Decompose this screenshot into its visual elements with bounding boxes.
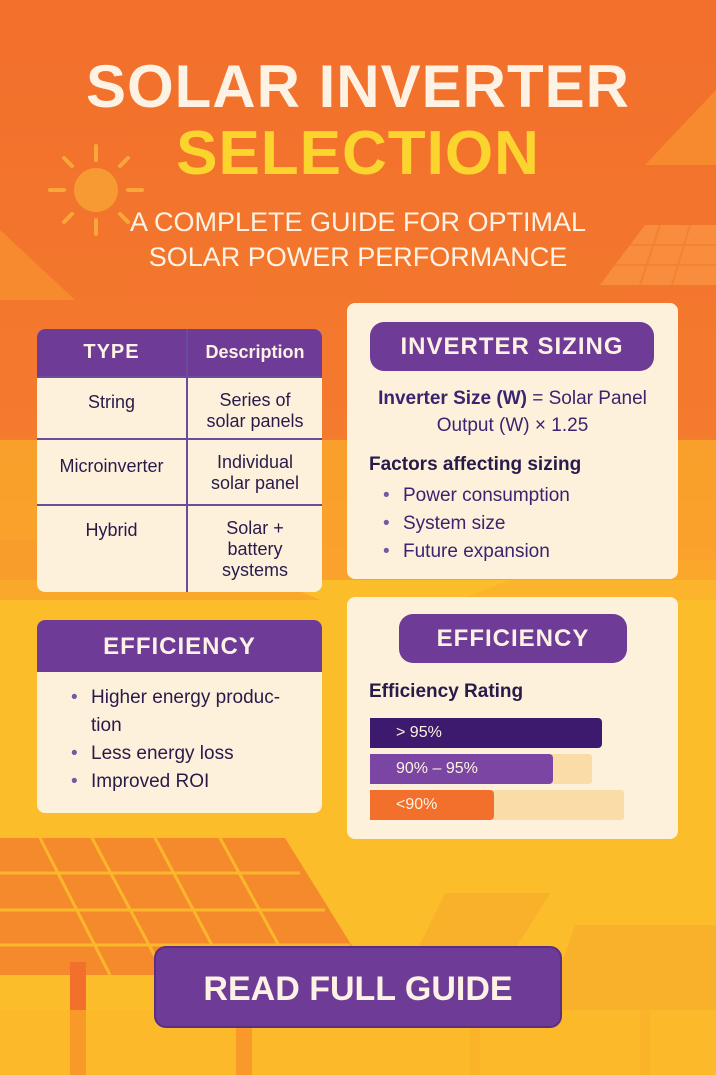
page-subtitle: A COMPLETE GUIDE FOR OPTIMAL SOLAR POWER… [0, 205, 716, 275]
efficiency-benefits-title: EFFICIENCY [37, 620, 322, 672]
list-item: System size [369, 510, 570, 538]
list-item-continuation: tion [57, 712, 280, 740]
description-cell: Series of solar panels [186, 376, 322, 439]
column-header-description: Description [186, 329, 322, 377]
rating-bar-high: > 95% [370, 718, 602, 748]
list-item: Less energy loss [57, 740, 280, 768]
table-row: Microinverter Individual solar panel [37, 438, 322, 505]
efficiency-benefits-list: Higher energy produc- tion Less energy l… [57, 684, 280, 796]
subtitle-line: SOLAR POWER PERFORMANCE [148, 242, 568, 272]
factors-title: Factors affecting sizing [369, 454, 582, 475]
description-line: Solar + [226, 518, 284, 538]
efficiency-rating-label: Efficiency Rating [369, 681, 524, 702]
column-header-type: TYPE [37, 329, 187, 377]
description-cell: Solar + battery systems [186, 504, 322, 592]
rating-bar-medium: 90% – 95% [370, 754, 592, 784]
rating-bar-fill: <90% [370, 790, 494, 820]
list-item: Future expansion [369, 538, 570, 566]
efficiency-rating-title: EFFICIENCY [399, 614, 627, 663]
formula-line: Output (W) × 1.25 [436, 415, 589, 436]
formula-line: Inverter Size (W) = Solar Panel [347, 385, 678, 412]
description-line: solar panels [206, 411, 304, 431]
description-line: battery [227, 539, 283, 559]
description-line: solar panel [210, 473, 300, 493]
inverter-types-card: TYPE Description String Series of solar … [37, 329, 322, 592]
table-row: String Series of solar panels [37, 376, 322, 439]
inverter-types-table: TYPE Description String Series of solar … [37, 329, 322, 592]
factors-list: Power consumption System size Future exp… [369, 482, 570, 566]
type-cell: String [37, 376, 187, 439]
list-item: Higher energy produc- [57, 684, 280, 712]
type-cell: Hybrid [37, 504, 187, 592]
formula-rest: = Solar Panel [526, 388, 647, 409]
rating-bar-fill: 90% – 95% [370, 754, 553, 784]
sizing-formula: Inverter Size (W) = Solar Panel Output (… [347, 385, 678, 439]
read-full-guide-button[interactable]: READ FULL GUIDE [154, 946, 562, 1028]
formula-bold: Inverter Size (W) [378, 388, 527, 409]
page-title-highlight: SELECTION [176, 119, 540, 188]
page-title: SOLAR INVERTER [85, 53, 631, 120]
continuation-text: tion [91, 715, 122, 736]
rating-bar-low: <90% [370, 790, 624, 820]
efficiency-rating-card: EFFICIENCY Efficiency Rating > 95% 90% –… [347, 597, 678, 839]
table-row: Hybrid Solar + battery systems [37, 504, 322, 592]
description-line: Series of [219, 390, 291, 410]
subtitle-line: A COMPLETE GUIDE FOR OPTIMAL [129, 207, 587, 237]
inverter-sizing-title: INVERTER SIZING [370, 322, 654, 371]
description-line: systems [221, 560, 288, 580]
list-item: Improved ROI [57, 768, 280, 796]
description-line: Individual [216, 452, 294, 472]
list-item: Power consumption [369, 482, 570, 510]
type-cell: Microinverter [37, 438, 187, 505]
efficiency-benefits-card: EFFICIENCY Higher energy produc- tion Le… [37, 620, 322, 813]
sun-icon [48, 144, 144, 236]
rating-bar-fill: > 95% [370, 718, 602, 748]
description-cell: Individual solar panel [186, 438, 322, 505]
inverter-sizing-card: INVERTER SIZING Inverter Size (W) = Sola… [347, 303, 678, 579]
